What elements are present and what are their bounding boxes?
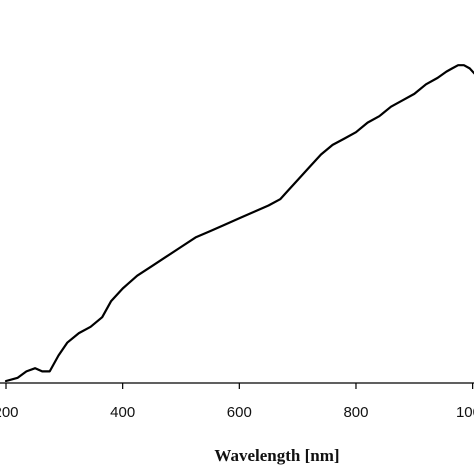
spectrum-line xyxy=(4,64,474,383)
x-tick-label: 400 xyxy=(110,404,135,421)
x-axis-title: Wavelength [nm] xyxy=(214,446,339,465)
x-tick-label: 1000 xyxy=(456,404,474,421)
x-tick-label: 800 xyxy=(343,404,368,421)
x-tick-label: 200 xyxy=(0,404,19,421)
x-axis-ticks: 200 400 600 800 1000 xyxy=(0,383,474,421)
x-tick-label: 600 xyxy=(227,404,252,421)
